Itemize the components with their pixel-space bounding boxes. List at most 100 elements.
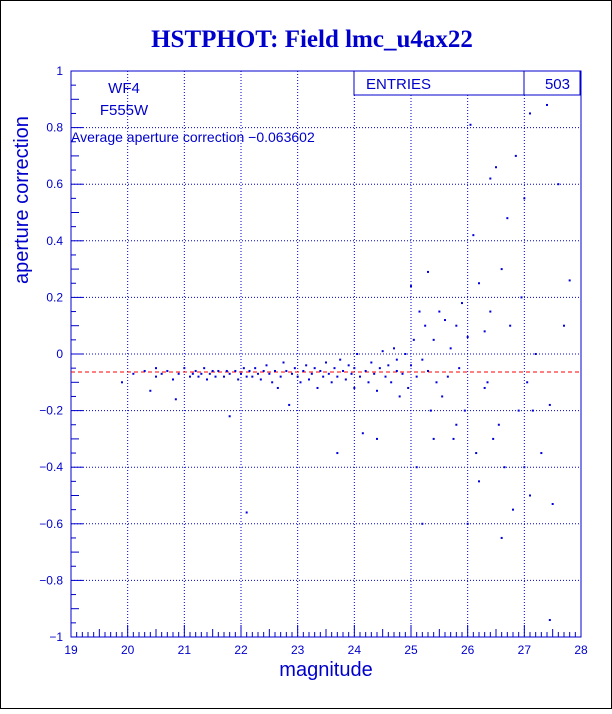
- data-point: [506, 217, 509, 220]
- data-point: [245, 375, 248, 378]
- data-point: [285, 369, 288, 372]
- data-point: [373, 372, 376, 375]
- y-tick-label: 1: [56, 64, 63, 78]
- data-point: [228, 415, 231, 418]
- stats-entries-value: 503: [545, 76, 570, 93]
- y-tick-label: 0.4: [46, 234, 63, 248]
- data-point: [398, 395, 401, 398]
- data-point: [155, 367, 157, 370]
- data-point: [361, 432, 364, 435]
- data-point: [299, 381, 302, 384]
- data-point: [194, 369, 197, 372]
- data-point: [421, 358, 424, 361]
- data-point: [271, 381, 274, 384]
- data-point: [526, 381, 529, 384]
- data-point: [387, 364, 390, 367]
- data-point: [370, 361, 373, 364]
- data-point: [489, 177, 492, 180]
- data-point: [497, 423, 500, 426]
- plot-area-frame: [70, 70, 582, 638]
- data-point: [344, 378, 347, 381]
- data-point: [381, 350, 384, 353]
- data-points: [121, 86, 571, 622]
- data-point: [234, 369, 237, 372]
- data-point: [534, 353, 537, 355]
- stats-box: ENTRIES 503: [353, 70, 581, 96]
- data-point: [407, 386, 410, 389]
- data-point: [208, 372, 211, 375]
- data-point: [410, 285, 412, 288]
- data-point: [489, 310, 492, 313]
- data-point: [200, 372, 203, 375]
- data-point: [441, 395, 444, 398]
- data-point: [404, 353, 407, 355]
- data-point: [429, 409, 432, 412]
- y-tick-label: 0: [56, 347, 63, 361]
- x-tick-label: 24: [348, 643, 362, 657]
- x-tick-label: 28: [574, 643, 588, 657]
- data-point: [296, 375, 299, 378]
- data-point: [509, 324, 512, 327]
- data-point: [512, 508, 514, 511]
- data-point: [486, 381, 489, 384]
- data-point: [353, 386, 356, 389]
- data-point: [393, 347, 395, 350]
- y-tick-label: −1: [49, 630, 63, 644]
- data-point: [291, 372, 293, 375]
- axis-tick-labels: 19 20 21 22 23 24 25 26 27 28 −1 −0.8 −0.6 −0.4 −0.2 0 0…: [39, 64, 588, 657]
- data-point: [455, 324, 458, 327]
- data-point: [463, 409, 466, 412]
- data-point: [546, 103, 548, 106]
- data-point: [395, 358, 398, 361]
- data-point: [503, 466, 506, 469]
- data-point: [259, 378, 262, 381]
- data-point: [435, 381, 438, 384]
- data-point: [461, 302, 463, 305]
- data-point: [225, 369, 228, 372]
- data-point: [432, 338, 435, 341]
- data-point: [367, 381, 370, 384]
- data-point: [242, 367, 245, 370]
- data-point: [172, 378, 174, 381]
- data-point: [336, 375, 339, 378]
- data-point: [548, 403, 551, 406]
- data-point: [203, 367, 206, 370]
- data-point: [449, 347, 452, 350]
- data-point: [274, 369, 276, 372]
- data-point: [492, 437, 495, 440]
- data-point: [415, 375, 418, 378]
- data-point: [245, 511, 248, 514]
- y-tick-label: 0.6: [46, 177, 63, 191]
- data-point: [268, 372, 271, 375]
- data-point: [517, 409, 520, 412]
- data-point: [469, 123, 472, 126]
- data-point: [514, 154, 517, 157]
- data-point: [155, 375, 157, 378]
- data-point: [279, 375, 282, 378]
- data-point: [336, 452, 339, 455]
- data-point: [410, 364, 412, 367]
- data-point: [191, 372, 194, 375]
- data-point: [418, 310, 421, 313]
- data-point: [475, 452, 478, 455]
- data-point: [563, 324, 565, 327]
- data-point: [310, 372, 313, 375]
- data-point: [330, 381, 333, 384]
- data-point: [500, 536, 503, 539]
- data-point: [384, 375, 387, 378]
- y-tick-label: −0.4: [39, 460, 63, 474]
- data-point: [444, 319, 446, 322]
- data-point: [214, 375, 217, 378]
- data-point: [121, 381, 123, 384]
- data-point: [143, 369, 146, 372]
- data-point: [276, 386, 279, 389]
- data-point: [438, 310, 441, 313]
- data-point: [466, 336, 469, 339]
- annotation-average: Average aperture correction −0.063602: [71, 129, 315, 145]
- data-point: [523, 466, 526, 469]
- data-point: [415, 466, 418, 469]
- data-point: [327, 372, 330, 375]
- data-point: [265, 364, 268, 367]
- y-tick-label: −0.2: [39, 404, 63, 418]
